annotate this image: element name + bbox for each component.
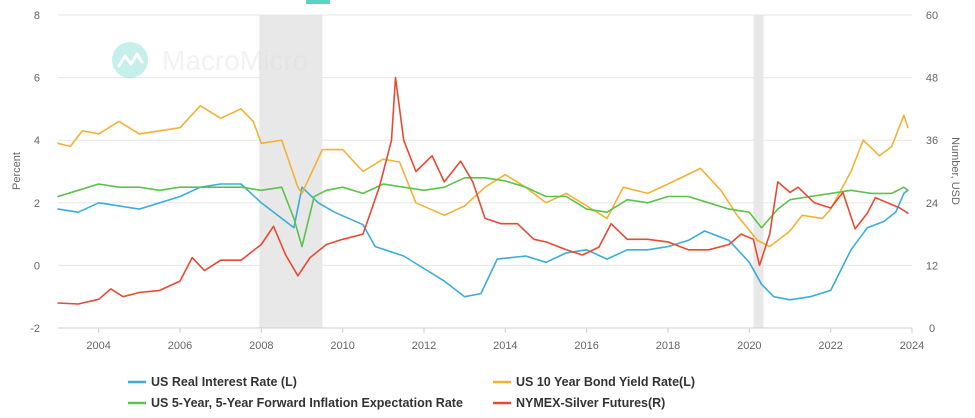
watermark-logo-icon bbox=[112, 42, 148, 78]
y-left-tick-label: -2 bbox=[30, 323, 40, 335]
y-right-tick-label: 12 bbox=[926, 260, 938, 272]
x-tick-label: 2020 bbox=[737, 340, 761, 352]
x-tick-label: 2012 bbox=[412, 340, 436, 352]
series-line-inflation-exp bbox=[57, 177, 909, 248]
legend: US Real Interest Rate (L) US 10 Year Bon… bbox=[128, 375, 695, 410]
legend-item-bond-yield[interactable]: US 10 Year Bond Yield Rate(L) bbox=[493, 375, 695, 389]
y-left-tick-label: 2 bbox=[34, 198, 40, 210]
y-left-tick-label: 4 bbox=[34, 135, 40, 147]
x-tick-label: 2014 bbox=[493, 340, 517, 352]
y-right-tick-label: 24 bbox=[926, 198, 938, 210]
legend-label-bond-yield: US 10 Year Bond Yield Rate(L) bbox=[516, 375, 695, 389]
legend-item-silver[interactable]: NYMEX-Silver Futures(R) bbox=[493, 396, 665, 410]
legend-label-silver: NYMEX-Silver Futures(R) bbox=[516, 396, 665, 410]
y-right-tick-label: 48 bbox=[926, 73, 938, 85]
legend-item-real-rate[interactable]: US Real Interest Rate (L) bbox=[128, 375, 297, 389]
x-tick-label: 2004 bbox=[86, 340, 110, 352]
x-tick-label: 2006 bbox=[168, 340, 192, 352]
y-right-axis-title: Number, USD bbox=[949, 137, 961, 205]
x-tick-label: 2022 bbox=[818, 340, 842, 352]
recession-band-1 bbox=[753, 15, 764, 328]
recession-shading-layer bbox=[259, 15, 764, 328]
x-tick-label: 2024 bbox=[900, 340, 924, 352]
watermark-text: MacroMicro bbox=[162, 45, 308, 76]
series-line-bond-yield bbox=[57, 105, 909, 248]
x-tick-label: 2010 bbox=[330, 340, 354, 352]
x-tick-label: 2016 bbox=[574, 340, 598, 352]
y-right-tick-label: 60 bbox=[926, 10, 938, 22]
watermark: MacroMicro bbox=[112, 42, 308, 78]
legend-label-inflation-exp: US 5-Year, 5-Year Forward Inflation Expe… bbox=[151, 396, 463, 410]
y-left-tick-label: 6 bbox=[34, 73, 40, 85]
x-tick-label: 2008 bbox=[249, 340, 273, 352]
y-left-tick-label: 0 bbox=[34, 260, 40, 272]
y-left-tick-label: 8 bbox=[34, 10, 40, 22]
y-right-tick-label: 36 bbox=[926, 135, 938, 147]
x-tick-label: 2018 bbox=[656, 340, 680, 352]
y-right-tick-label: 0 bbox=[929, 323, 935, 335]
top-tab-indicator bbox=[306, 0, 330, 4]
legend-label-real-rate: US Real Interest Rate (L) bbox=[151, 375, 297, 389]
legend-item-inflation-exp[interactable]: US 5-Year, 5-Year Forward Inflation Expe… bbox=[128, 396, 463, 410]
series-line-silver bbox=[57, 76, 909, 305]
series-layer bbox=[57, 76, 909, 305]
series-line-real-rate bbox=[57, 183, 909, 301]
y-left-axis-title: Percent bbox=[11, 152, 23, 190]
